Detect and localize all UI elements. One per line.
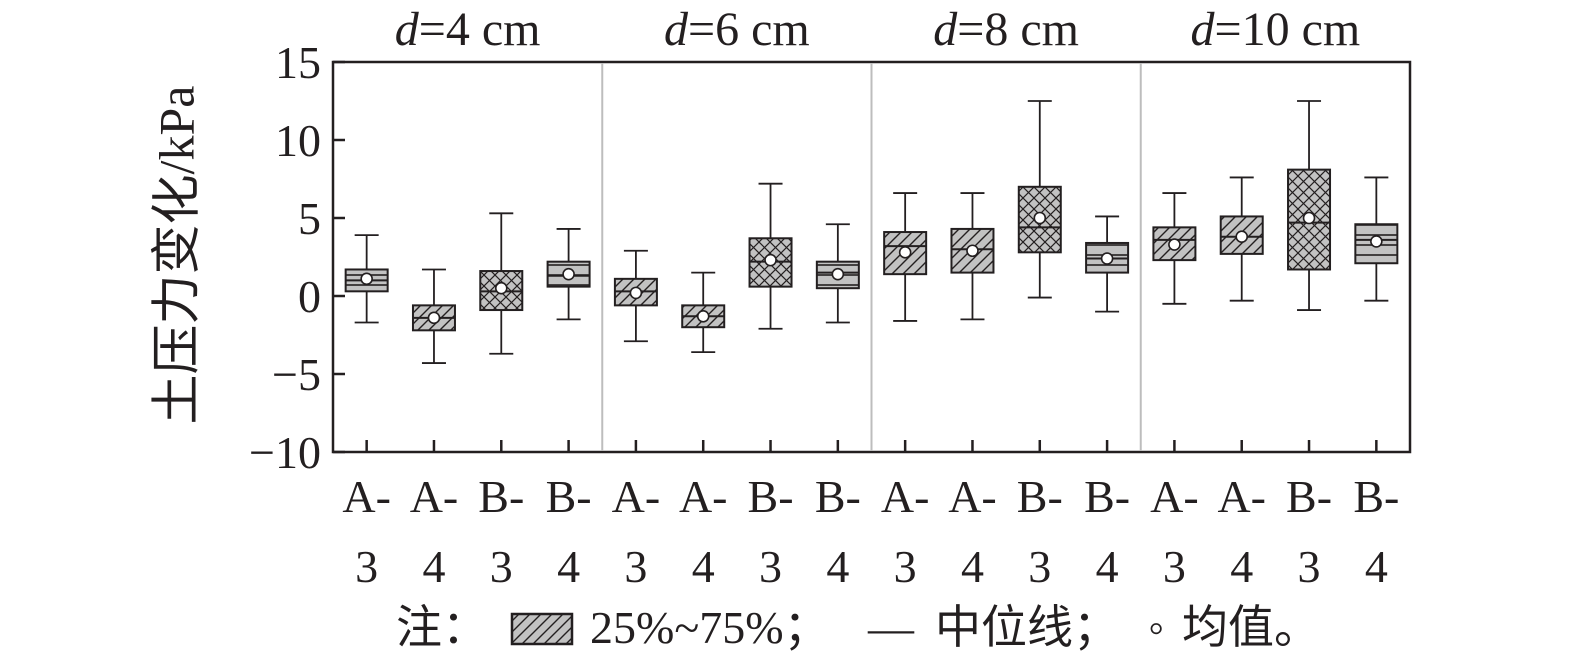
mean-marker [1370, 235, 1383, 248]
x-tick-label-top: B- [1084, 471, 1130, 522]
x-tick-label-top: B- [748, 471, 794, 522]
x-tick-label-top: B- [546, 471, 592, 522]
x-tick-label-top: A- [948, 471, 997, 522]
x-tick-label-bottom: 4 [961, 541, 984, 592]
x-tick-label-top: A- [1150, 471, 1199, 522]
x-tick-label-top: A- [612, 471, 661, 522]
x-tick-label-bottom: 4 [1230, 541, 1253, 592]
y-tick-label: 10 [275, 115, 321, 166]
mean-marker [562, 267, 575, 281]
x-tick-label-bottom: 3 [490, 541, 513, 592]
x-tick-label-bottom: 3 [1298, 541, 1321, 592]
x-tick-label-top: B- [478, 471, 524, 522]
legend-mean-symbol: ◦ [1148, 602, 1164, 653]
x-tick-label-bottom: 4 [1096, 541, 1119, 592]
mean-marker [898, 246, 912, 259]
group-title: d=8 cm [933, 3, 1079, 56]
mean-marker [966, 244, 979, 258]
legend-median-symbol: — [867, 602, 915, 653]
legend-swatch [510, 612, 574, 646]
mean-marker [1033, 211, 1047, 225]
y-tick-label: 15 [275, 37, 321, 88]
y-tick-label: −5 [272, 349, 321, 400]
x-tick-label-bottom: 4 [826, 541, 849, 592]
group-title: d=4 cm [395, 3, 541, 56]
mean-marker [764, 253, 777, 267]
group-layer: d=4 cmA-3A-4B-3B-4d=6 cmA-3A-4B-3B-4d=8 … [342, 3, 1399, 592]
legend-median-label: 中位线； [935, 602, 1119, 653]
box-iqr [1017, 185, 1062, 254]
legend-range-label: 25%~75%； [590, 602, 830, 653]
group-title-value: =10 cm [1215, 3, 1361, 56]
group-title-value: =8 cm [957, 3, 1079, 56]
x-tick-label-bottom: 4 [692, 541, 715, 592]
group-title-variable: d [664, 3, 689, 56]
y-axis-title: 土压力变化/kPa [148, 86, 204, 425]
x-tick-label-top: A- [679, 471, 728, 522]
y-tick-label: −10 [249, 427, 321, 478]
mean-marker [1168, 238, 1181, 251]
legend: 注： 25%~75%； — 中位线； ◦ 均值。 [396, 602, 1320, 653]
group-title: d=6 cm [664, 3, 810, 56]
group-title: d=10 cm [1191, 3, 1361, 56]
x-tick-label-top: B- [815, 471, 861, 522]
group-title-variable: d [933, 3, 958, 56]
box-iqr [1152, 226, 1197, 262]
x-tick-label-bottom: 3 [1163, 541, 1186, 592]
group-title-variable: d [395, 3, 420, 56]
x-tick-label-bottom: 3 [894, 541, 917, 592]
x-tick-label-top: A- [410, 471, 459, 522]
plot-frame [331, 60, 1412, 454]
mean-marker [1235, 230, 1249, 244]
x-tick-label-bottom: 4 [422, 541, 445, 592]
mean-marker [1302, 211, 1316, 225]
x-tick-label-bottom: 3 [759, 541, 782, 592]
group-title-value: =4 cm [419, 3, 541, 56]
group-title-value: =6 cm [688, 3, 810, 56]
x-tick-label-bottom: 3 [624, 541, 647, 592]
legend-mean-label: 均值。 [1182, 602, 1320, 653]
x-tick-label-top: A- [342, 471, 391, 522]
mean-marker [427, 311, 441, 325]
legend-prefix: 注： [396, 602, 488, 653]
mean-marker [629, 286, 643, 300]
y-tick-label: 0 [298, 271, 321, 322]
group-title-variable: d [1191, 3, 1216, 56]
x-tick-label-top: A- [1217, 471, 1266, 522]
x-tick-label-bottom: 4 [1365, 541, 1388, 592]
y-tick-label: 5 [298, 193, 321, 244]
x-tick-label-bottom: 3 [355, 541, 378, 592]
x-tick-label-top: B- [1017, 471, 1063, 522]
mean-marker [1100, 252, 1114, 265]
x-tick-label-bottom: 3 [1028, 541, 1051, 592]
x-tick-label-top: A- [881, 471, 930, 522]
mean-marker [360, 272, 373, 286]
plot-area: 15 10 5 0 −5 −10 [249, 37, 1412, 478]
mean-marker [696, 309, 710, 323]
mean-marker [831, 267, 845, 281]
x-tick-label-bottom: 4 [557, 541, 580, 592]
x-tick-label-top: B- [1286, 471, 1332, 522]
mean-marker [494, 281, 508, 295]
x-tick-label-top: B- [1353, 471, 1399, 522]
